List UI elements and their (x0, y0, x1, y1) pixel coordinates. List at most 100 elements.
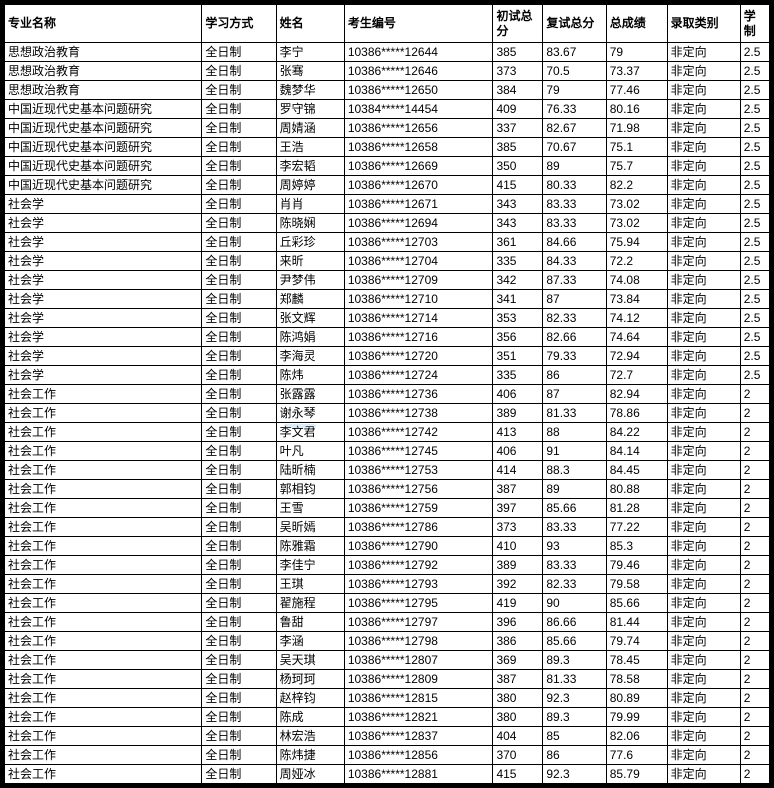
table-row: 思想政治教育全日制魏梦华10386*****126503847977.46非定向… (5, 81, 770, 100)
table-cell: 397 (493, 499, 543, 518)
table-cell: 415 (493, 176, 543, 195)
table-cell: 91 (543, 442, 606, 461)
table-cell: 非定向 (667, 765, 740, 784)
table-cell: 2 (740, 613, 769, 632)
table-cell: 非定向 (667, 252, 740, 271)
table-cell: 386 (493, 632, 543, 651)
table-cell: 全日制 (202, 594, 276, 613)
table-cell: 10386*****12720 (344, 347, 493, 366)
table-cell: 非定向 (667, 461, 740, 480)
table-cell: 非定向 (667, 746, 740, 765)
table-cell: 10386*****12738 (344, 404, 493, 423)
table-cell: 思想政治教育 (5, 43, 202, 62)
table-cell: 全日制 (202, 385, 276, 404)
table-cell: 非定向 (667, 499, 740, 518)
table-cell: 356 (493, 328, 543, 347)
table-cell: 85.66 (543, 499, 606, 518)
table-cell: 非定向 (667, 233, 740, 252)
table-cell: 王雪 (276, 499, 344, 518)
table-cell: 中国近现代史基本问题研究 (5, 100, 202, 119)
table-cell: 10386*****12650 (344, 81, 493, 100)
table-cell: 2 (740, 404, 769, 423)
table-row: 社会工作全日制王琪10386*****1279339282.3379.58非定向… (5, 575, 770, 594)
table-cell: 全日制 (202, 727, 276, 746)
table-cell: 非定向 (667, 518, 740, 537)
table-row: 社会工作全日制翟施程10386*****127954199085.66非定向2 (5, 594, 770, 613)
table-cell: 384 (493, 81, 543, 100)
table-cell: 周娅冰 (276, 765, 344, 784)
table-cell: 380 (493, 689, 543, 708)
table-cell: 谢永琴 (276, 404, 344, 423)
table-cell: 社会学 (5, 366, 202, 385)
table-cell: 73.37 (606, 62, 667, 81)
table-cell: 社会工作 (5, 575, 202, 594)
table-cell: 80.88 (606, 480, 667, 499)
table-row: 社会学全日制肖肖10386*****1267134383.3373.02非定向2… (5, 195, 770, 214)
table-cell: 非定向 (667, 385, 740, 404)
header-row: 专业名称 学习方式 姓名 考生编号 初试总分 复试总分 总成绩 录取类别 学制 (5, 5, 770, 43)
table-cell: 10384*****14454 (344, 100, 493, 119)
table-cell: 10386*****12646 (344, 62, 493, 81)
table-cell: 社会学 (5, 290, 202, 309)
table-cell: 杨珂珂 (276, 670, 344, 689)
table-cell: 2 (740, 575, 769, 594)
table-cell: 非定向 (667, 632, 740, 651)
table-cell: 385 (493, 138, 543, 157)
table-cell: 343 (493, 195, 543, 214)
table-cell: 10386*****12656 (344, 119, 493, 138)
table-row: 中国近现代史基本问题研究全日制周婷婷10386*****1267041580.3… (5, 176, 770, 195)
table-cell: 77.6 (606, 746, 667, 765)
table-cell: 81.44 (606, 613, 667, 632)
table-cell: 李涵 (276, 632, 344, 651)
table-cell: 82.94 (606, 385, 667, 404)
table-cell: 全日制 (202, 575, 276, 594)
table-cell: 社会工作 (5, 423, 202, 442)
table-cell: 2.5 (740, 195, 769, 214)
table-cell: 陈晓娴 (276, 214, 344, 233)
table-cell: 10386*****12797 (344, 613, 493, 632)
table-cell: 342 (493, 271, 543, 290)
table-cell: 非定向 (667, 176, 740, 195)
table-cell: 全日制 (202, 366, 276, 385)
table-cell: 全日制 (202, 214, 276, 233)
table-cell: 80.89 (606, 689, 667, 708)
table-cell: 非定向 (667, 81, 740, 100)
table-cell: 社会工作 (5, 594, 202, 613)
table-cell: 社会学 (5, 233, 202, 252)
table-cell: 84.22 (606, 423, 667, 442)
table-cell: 88.3 (543, 461, 606, 480)
table-cell: 2 (740, 727, 769, 746)
table-cell: 2.5 (740, 328, 769, 347)
table-cell: 全日制 (202, 689, 276, 708)
table-cell: 76.33 (543, 100, 606, 119)
table-cell: 全日制 (202, 309, 276, 328)
table-row: 社会学全日制尹梦伟10386*****1270934287.3374.08非定向… (5, 271, 770, 290)
table-cell: 2.5 (740, 43, 769, 62)
table-cell: 赵梓钧 (276, 689, 344, 708)
table-cell: 陈雅霜 (276, 537, 344, 556)
table-cell: 409 (493, 100, 543, 119)
table-cell: 全日制 (202, 62, 276, 81)
table-cell: 84.45 (606, 461, 667, 480)
table-row: 社会工作全日制陈炜捷10386*****128563708677.6非定向2 (5, 746, 770, 765)
table-cell: 10386*****12644 (344, 43, 493, 62)
table-row: 社会学全日制李海灵10386*****1272035179.3372.94非定向… (5, 347, 770, 366)
col-header-examno: 考生编号 (344, 5, 493, 43)
table-cell: 389 (493, 404, 543, 423)
table-cell: 75.94 (606, 233, 667, 252)
table-row: 社会工作全日制鲁甜10386*****1279739686.6681.44非定向… (5, 613, 770, 632)
table-cell: 78.58 (606, 670, 667, 689)
table-row: 中国近现代史基本问题研究全日制罗守锦10384*****1445440976.3… (5, 100, 770, 119)
table-cell: 全日制 (202, 461, 276, 480)
table-cell: 罗守锦 (276, 100, 344, 119)
table-cell: 10386*****12714 (344, 309, 493, 328)
table-cell: 非定向 (667, 214, 740, 233)
table-cell: 2 (740, 765, 769, 784)
table-cell: 全日制 (202, 632, 276, 651)
table-cell: 10386*****12881 (344, 765, 493, 784)
table-cell: 73.84 (606, 290, 667, 309)
table-cell: 10386*****12658 (344, 138, 493, 157)
table-cell: 非定向 (667, 290, 740, 309)
table-cell: 全日制 (202, 100, 276, 119)
table-row: 社会学全日制陈炜10386*****127243358672.7非定向2.5 (5, 366, 770, 385)
